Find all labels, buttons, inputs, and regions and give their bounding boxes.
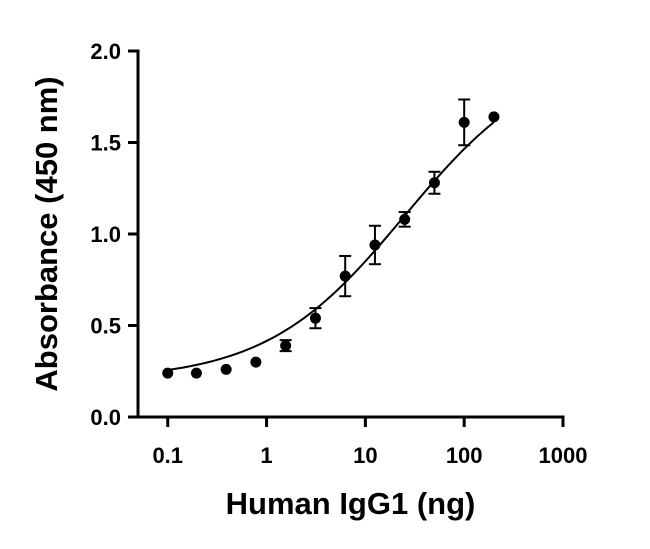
- data-point: [488, 111, 500, 123]
- x-ticks: 0.1 1 10 100 1000: [152, 417, 587, 468]
- data-point: [339, 270, 351, 282]
- y-tick-label: 2.0: [90, 39, 121, 64]
- data-point: [250, 356, 262, 368]
- data-point: [399, 213, 411, 225]
- plot-area: [162, 98, 500, 379]
- y-tick-label: 0.0: [90, 405, 121, 430]
- y-tick-label: 0.5: [90, 314, 121, 339]
- y-ticks: 0.0 0.5 1.0 1.5 2.0: [90, 39, 138, 430]
- data-point: [190, 367, 202, 379]
- y-tick-label: 1.5: [90, 131, 121, 156]
- data-point: [220, 363, 232, 375]
- x-tick-label: 1000: [539, 443, 588, 468]
- data-point: [428, 177, 440, 189]
- x-tick-label: 0.1: [152, 443, 183, 468]
- y-axis-title: Absorbance (450 nm): [29, 76, 64, 391]
- y-tick-label: 1.0: [90, 222, 121, 247]
- data-point: [162, 367, 174, 379]
- fit-curve: [167, 121, 495, 371]
- x-tick-label: 1: [260, 443, 272, 468]
- data-point: [280, 340, 292, 352]
- data-point: [369, 239, 381, 251]
- data-points: [162, 111, 500, 379]
- x-axis-title: Human IgG1 (ng): [226, 486, 476, 521]
- x-tick-label: 100: [446, 443, 483, 468]
- data-point: [309, 312, 321, 324]
- data-point: [458, 116, 470, 128]
- x-tick-label: 10: [353, 443, 377, 468]
- error-bars: [279, 98, 471, 353]
